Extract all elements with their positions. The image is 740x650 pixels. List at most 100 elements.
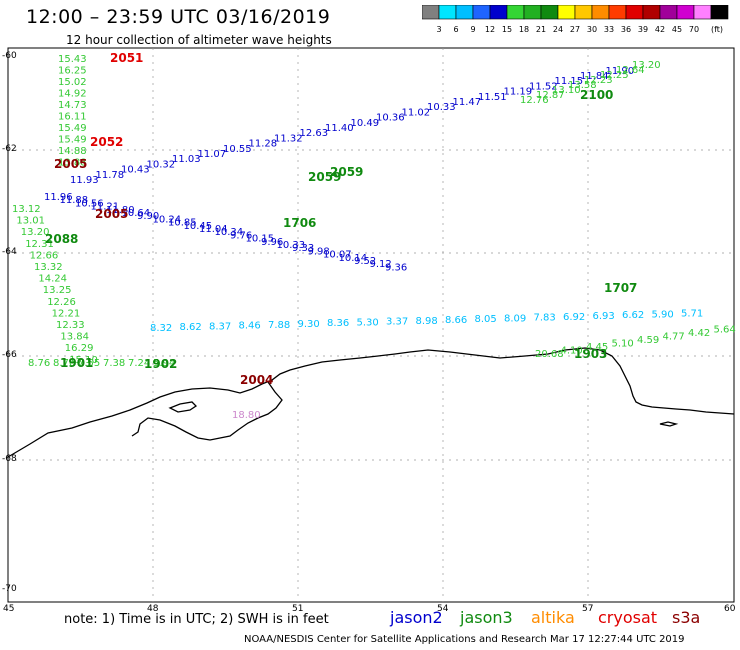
- pass-id-label: 1901: [60, 356, 93, 370]
- jason3-swh-label: 12.26: [47, 297, 76, 308]
- color-scale-tick: 42: [655, 25, 665, 34]
- legend-cryosat: cryosat: [598, 608, 658, 627]
- color-scale-tick: 27: [570, 25, 580, 34]
- jason3-swh-label: 5.64: [714, 325, 736, 336]
- color-scale-tick: 70: [689, 25, 699, 34]
- lat-label-70: -70: [2, 584, 17, 594]
- jason2-swh-label: 11.03: [172, 154, 201, 165]
- color-scale-tick: 6: [453, 25, 458, 34]
- jason2-swh-label: 5.30: [357, 317, 379, 328]
- jason2-swh-label: 10.15: [246, 234, 275, 245]
- color-scale-tick: 36: [621, 25, 631, 34]
- color-scale-tick: 33: [604, 25, 614, 34]
- jason2-swh-label: 11.52: [529, 81, 558, 92]
- lat-label-68: -68: [2, 454, 17, 464]
- jason3-swh-label: 4.45: [586, 342, 608, 353]
- jason3-swh-label: 8.76: [28, 358, 50, 369]
- color-scale-bar: 3 6 9 12 15 18 21 24 27 30 33 36 39 42 45 70 (ft): [422, 5, 729, 34]
- plot-frame: [7, 47, 735, 603]
- jason3-swh-label: 5.94: [153, 358, 175, 369]
- jason2-swh-label: 5.90: [652, 309, 674, 320]
- jason3-swh-label: 20.68: [535, 349, 564, 360]
- jason2-swh-label: 9.52: [354, 256, 376, 267]
- jason2-swh-label: 9.90: [137, 211, 159, 222]
- altika-swh-label: 18.80: [232, 410, 261, 421]
- jason2-swh-label: 11.90: [606, 66, 635, 77]
- jason2-swh-label: 10.36: [376, 113, 405, 124]
- jason2-swh-label: 11.88: [60, 195, 89, 206]
- chart-title: 12:00 – 23:59 UTC 03/16/2019: [26, 6, 331, 28]
- jason2-swh-label: 10.45: [184, 221, 213, 232]
- pass-id-label: 2100: [580, 88, 613, 102]
- jason2-swh-label: 11.51: [478, 92, 507, 103]
- jason2-swh-label: 9.33: [292, 243, 314, 254]
- lon-label-48: 48: [147, 604, 159, 614]
- altimeter-tracks: 15.4316.2515.0214.9214.7316.1115.4915.49…: [12, 51, 736, 421]
- jason2-swh-label: 11.07: [198, 149, 227, 160]
- jason2-swh-label: 10.85: [168, 218, 197, 229]
- jason3-swh-label: 12.64: [616, 65, 645, 76]
- jason3-swh-label: 16.25: [58, 66, 87, 77]
- jason2-swh-label: 10.33: [427, 102, 456, 113]
- legend-s3a: s3a: [672, 608, 701, 627]
- coastline-island: [659, 421, 679, 427]
- jason3-swh-label: 15.43: [58, 54, 87, 65]
- color-scale-tick: 30: [587, 25, 597, 34]
- color-scale-tick: 9: [470, 25, 475, 34]
- jason2-swh-label: 12.63: [300, 128, 329, 139]
- jason2-swh-label: 10.33: [277, 240, 306, 251]
- lon-label-57: 57: [582, 604, 594, 614]
- color-scale-swatch: [710, 5, 729, 20]
- jason2-swh-label: 9.96: [261, 237, 283, 248]
- jason3-swh-label: 16.11: [58, 112, 87, 123]
- jason2-swh-label: 9.36: [385, 262, 407, 273]
- color-scale-tick: 12: [485, 25, 495, 34]
- jason2-swh-label: 6.62: [622, 310, 644, 321]
- jason2-swh-label: 10.56: [75, 198, 104, 209]
- pass-id-label: 2088: [45, 232, 78, 246]
- jason2-swh-label: 9.76: [230, 230, 252, 241]
- jason2-swh-label: 10.34: [215, 227, 244, 238]
- jason2-swh-label: 11.96: [44, 192, 73, 203]
- jason3-swh-label: 15.49: [58, 135, 87, 146]
- jason3-swh-label: 13.10: [552, 85, 581, 96]
- lat-label-60: -60: [2, 51, 17, 61]
- jason3-swh-label: 7.38: [103, 358, 125, 369]
- pass-id-label: 1903: [574, 347, 607, 361]
- jason3-swh-label: 15.10: [69, 355, 98, 366]
- pass-id-label: 2004: [240, 373, 273, 387]
- jason2-swh-label: 9.30: [298, 319, 320, 330]
- legend-jason2: jason2: [390, 608, 443, 627]
- jason3-swh-label: 14.73: [58, 100, 87, 111]
- jason3-swh-label: 7.24: [128, 358, 150, 369]
- color-scale-tick: 18: [519, 25, 529, 34]
- jason3-swh-label: 4.42: [688, 328, 710, 339]
- color-scale-tick: 45: [672, 25, 682, 34]
- jason3-swh-label: 8.76: [53, 358, 75, 369]
- jason2-swh-label: 11.40: [325, 123, 354, 134]
- units-note: note: 1) Time is in UTC; 2) SWH is in fe…: [64, 612, 329, 627]
- jason3-swh-label: 13.20: [632, 60, 661, 71]
- jason2-swh-label: 3.37: [386, 317, 408, 328]
- color-scale-tick: 3: [436, 25, 441, 34]
- jason3-swh-label: 4.10: [561, 346, 583, 357]
- jason3-swh-label: 12.33: [56, 320, 85, 331]
- jason2-swh-label: 11.15: [555, 76, 584, 87]
- jason3-swh-label: 12.87: [536, 90, 565, 101]
- color-scale-tick: 24: [553, 25, 563, 34]
- jason3-swh-label: 12.23: [584, 75, 613, 86]
- jason2-swh-label: 10.32: [147, 159, 176, 170]
- lat-label-64: -64: [2, 247, 17, 257]
- map-grid: [8, 48, 734, 602]
- jason2-swh-label: 10.64: [122, 208, 151, 219]
- jason2-swh-label: 11.93: [70, 175, 99, 186]
- jason3-swh-label: 14.88: [58, 146, 87, 157]
- pass-id-label: 2059: [308, 170, 341, 184]
- pass-id-label: 1706: [283, 216, 316, 230]
- jason3-swh-label: 4.59: [637, 335, 659, 346]
- pass-id-label: 2051: [110, 51, 143, 65]
- jason3-swh-label: 14.24: [38, 274, 67, 285]
- lon-label-60: 60: [724, 604, 736, 614]
- jason2-swh-label: 11.28: [249, 139, 278, 150]
- jason2-swh-label: 10.49: [351, 118, 380, 129]
